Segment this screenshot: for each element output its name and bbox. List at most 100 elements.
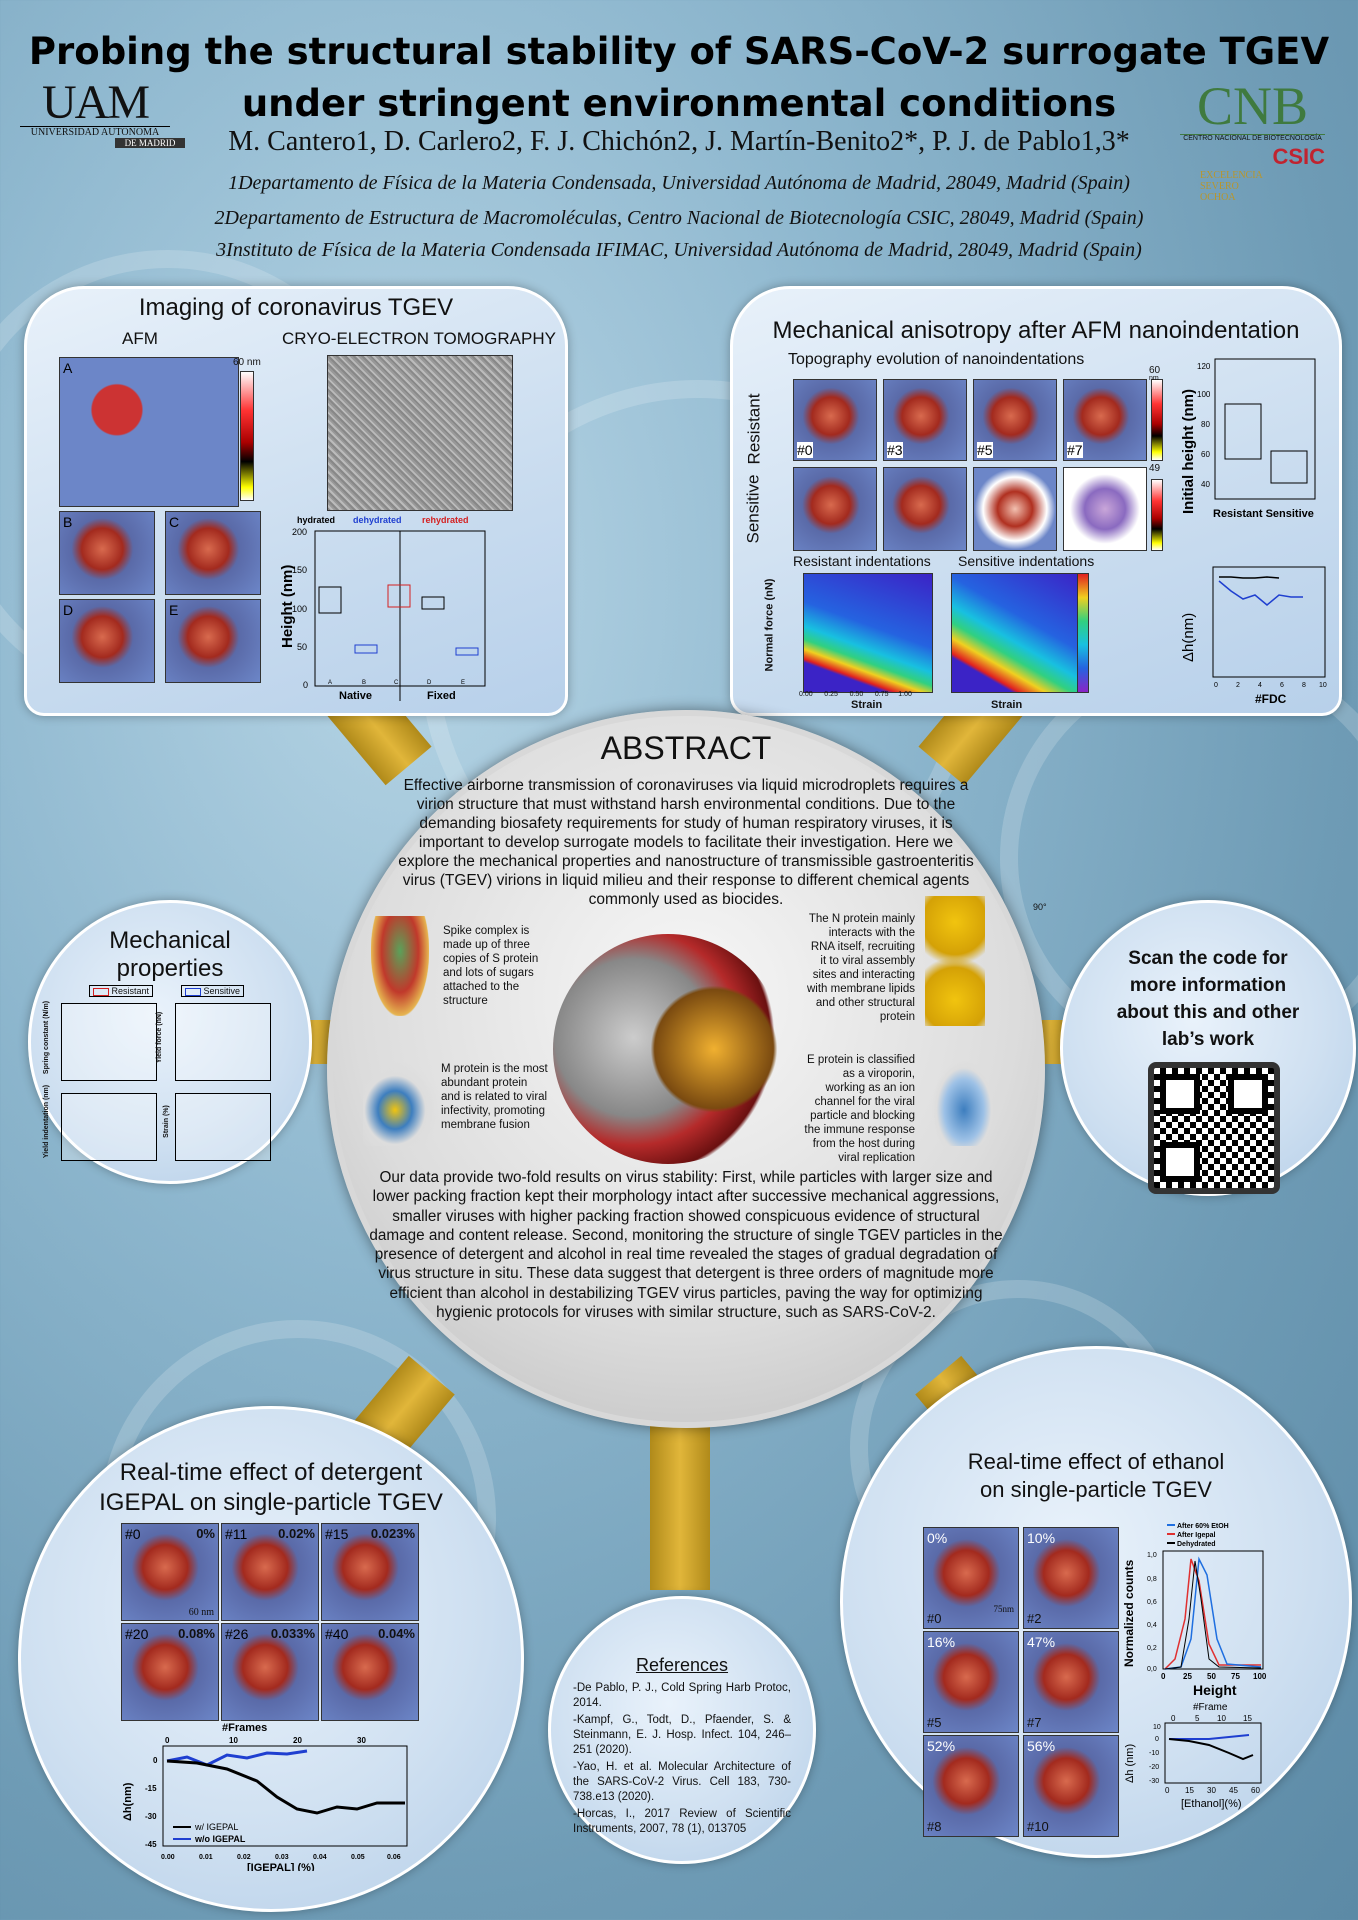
abstract-title: ABSTRACT (600, 730, 772, 766)
topo-sensitive-0 (793, 467, 877, 551)
chart-frame (1212, 566, 1326, 678)
reference-item: -Yao, H. et al. Molecular Architecture o… (573, 1761, 791, 1803)
box-dehydrated (354, 644, 378, 654)
y-tick: 150 (292, 565, 307, 575)
frame-percent: 0.023% (370, 1526, 415, 1541)
series-dehydrated (1164, 1560, 1262, 1670)
frame-percent: 47% (1027, 1634, 1056, 1650)
legend-ethanol: After 60% EtOH (1177, 1523, 1229, 1530)
ethanol-title-1: Real-time effect of ethanol (967, 1449, 1225, 1474)
frame-label: #0 (797, 442, 813, 458)
series-ethanol (1164, 1556, 1262, 1670)
y-tick: 0,8 (1147, 1576, 1157, 1583)
series-ethanol (1168, 1738, 1254, 1761)
x-axis-label: [IGEPAL] (%) (247, 1862, 315, 1871)
topo-resistant-0: #0 (793, 379, 877, 461)
frame-percent: 10% (1027, 1530, 1056, 1546)
frame-percent: 0.02% (278, 1526, 315, 1541)
map-y-label: Normal force (nN) (763, 578, 776, 672)
x-tick: 0.00 (799, 691, 813, 698)
afm-image-c: C (165, 511, 261, 595)
cryo-tomogram-image (327, 355, 513, 511)
y-tick: -10 (1149, 1750, 1159, 1757)
density-map-resistant (803, 573, 933, 693)
cnb-logo-sub: CENTRO NACIONAL DE BIOTECNOLOGÍA (1180, 134, 1325, 142)
x-tick: E (461, 680, 465, 686)
plot-ylabel: Spring constant (N/m) (43, 1000, 51, 1075)
reference-item: -Horcas, I., 2017 Review of Scientific I… (573, 1808, 791, 1835)
mechanical-properties-panel: Mechanical properties Resistant Sensitiv… (28, 900, 312, 1184)
uam-logo: UAM UNIVERSIDAD AUTONOMA DE MADRID (20, 79, 185, 155)
e-protein-image (929, 1056, 999, 1146)
afm-label: AFM (122, 329, 158, 348)
qr-finder (1160, 1074, 1200, 1114)
x-tick: 0.50 (849, 691, 864, 698)
y-tick: 0 (303, 680, 308, 690)
box-hydrated-fixed (421, 596, 445, 610)
x-tick: C (394, 680, 399, 686)
legend-igepal: After Igepal (1177, 1532, 1216, 1539)
afm-colorbar-scale: 60 nm (233, 357, 261, 368)
frame-label: #11 (225, 1526, 248, 1542)
detergent-frame-11: #11 0.02% (221, 1523, 319, 1621)
detergent-frame-0: #0 0% 60 nm (121, 1523, 219, 1621)
x-tick: 30 (1207, 1786, 1216, 1795)
y-axis-label: Δh(nm) (122, 1782, 134, 1821)
x-tick: 0.02 (237, 1854, 251, 1861)
box-dehydrated-fixed (455, 647, 479, 656)
x-tick: 0.05 (351, 1854, 365, 1861)
height-histogram: After 60% EtOH After Igepal Dehydrated N… (1122, 1523, 1267, 1698)
spike-note: Spike complex is made up of three copies… (443, 925, 539, 1007)
references-list: -De Pablo, P. J., Cold Spring Harb Proto… (573, 1681, 791, 1839)
topo-colorbar-bottom (1151, 479, 1163, 551)
frame-label: #3 (887, 442, 903, 458)
qr-code[interactable] (1148, 1062, 1280, 1194)
y-tick: 1,0 (1147, 1552, 1157, 1559)
top-axis-label: #Frames (222, 1722, 267, 1734)
x-tick: 10 (1319, 682, 1327, 689)
reference-item: -De Pablo, P. J., Cold Spring Harb Proto… (573, 1682, 791, 1709)
y-tick: 100 (1197, 390, 1211, 399)
references-panel: References -De Pablo, P. J., Cold Spring… (548, 1596, 816, 1864)
title-line-2: under stringent environmental conditions (241, 82, 1117, 125)
x-tick: 0.04 (313, 1854, 327, 1861)
box-sensitive (1270, 450, 1308, 484)
x-tick: 0 (1161, 1672, 1166, 1681)
anisotropy-subtitle: Topography evolution of nanoindentations (788, 351, 1085, 368)
author-list: M. Cantero1, D. Carlero2, F. J. Chichón2… (228, 126, 1130, 157)
plot-ylabel: Strain (%) (162, 1105, 170, 1138)
x-tick: 75 (1231, 1672, 1240, 1681)
y-tick: 0,6 (1147, 1599, 1157, 1606)
legend-without-igepal: w/o IGEPAL (194, 1834, 246, 1844)
frame-label: #10 (1027, 1819, 1049, 1834)
x-tick: 25 (1183, 1672, 1192, 1681)
x-tick: 1.00 (898, 691, 912, 698)
frame-percent: 0% (927, 1530, 948, 1546)
uam-logo-sub: UNIVERSIDAD AUTONOMA (20, 126, 170, 138)
box-rehydrated (387, 584, 411, 608)
afm-image-a: A (59, 357, 239, 507)
yield-force-plot: Yield force (nN) (156, 1003, 271, 1081)
imaging-title: Imaging of coronavirus TGEV (138, 294, 454, 321)
yield-indentation-plot: Yield indentation (nm) (43, 1085, 157, 1161)
topo-sensitive-5 (973, 467, 1057, 551)
x-axis-label: #FDC (1255, 692, 1287, 706)
ethanol-frame-10: 56% #10 (1023, 1735, 1119, 1837)
top-tick: 10 (229, 1736, 238, 1745)
x-tick: 0.00 (161, 1854, 175, 1861)
frame-label: #7 (1067, 442, 1083, 458)
x-tick: 2 (1236, 682, 1240, 689)
anisotropy-title: Mechanical anisotropy after AFM nanoinde… (772, 317, 1300, 344)
x-tick: 15 (1185, 1786, 1194, 1795)
chart-frame (162, 1745, 408, 1847)
y-tick: 0 (153, 1756, 158, 1765)
chart-frame (1162, 1550, 1264, 1670)
top-tick: 15 (1243, 1714, 1252, 1723)
afm-image-d: D (59, 599, 155, 683)
plot-ylabel: Yield force (nN) (156, 1011, 164, 1064)
y-tick: 0,4 (1147, 1622, 1157, 1629)
legend-swatch (185, 987, 201, 996)
csic-logo: CSIC (1272, 144, 1325, 169)
x-tick: 0.75 (874, 691, 889, 698)
afm-image-e: E (165, 599, 261, 683)
